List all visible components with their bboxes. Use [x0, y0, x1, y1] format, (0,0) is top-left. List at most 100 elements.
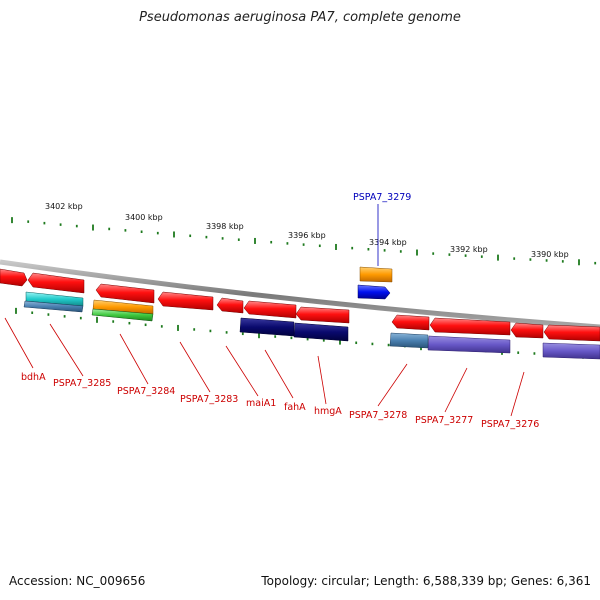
- minor-tick: [371, 342, 374, 346]
- minor-tick: [448, 253, 451, 256]
- major-tick: [173, 231, 175, 238]
- minor-tick: [108, 227, 111, 231]
- scale-label: 3392 kbp: [450, 245, 488, 254]
- minor-tick: [545, 259, 548, 262]
- gene-arrow: [216, 297, 244, 314]
- gene-box: [389, 332, 429, 349]
- minor-tick: [189, 234, 192, 238]
- gene-labels: PSPA7_3279 bdhA PSPA7_3285 PSPA7_3284 PS…: [21, 192, 539, 430]
- scale-label: 3398 kbp: [206, 222, 244, 231]
- major-tick: [258, 332, 260, 339]
- minor-tick: [480, 255, 483, 258]
- leader-line: [4, 317, 34, 369]
- minor-tick: [561, 260, 564, 263]
- minor-tick: [59, 223, 62, 226]
- scale-label: 3396 kbp: [288, 231, 326, 240]
- leader-line: [377, 363, 408, 407]
- minor-tick: [286, 242, 289, 245]
- scale-label: 3402 kbp: [45, 202, 83, 211]
- minor-tick: [517, 351, 520, 354]
- minor-tick: [241, 332, 244, 336]
- gene-box: [427, 335, 511, 354]
- minor-tick: [205, 235, 208, 239]
- minor-tick: [529, 258, 532, 261]
- map-title: Pseudomonas aeruginosa PA7, complete gen…: [139, 10, 461, 25]
- minor-tick: [594, 261, 597, 265]
- gene-track-1: [0, 268, 600, 342]
- minor-tick: [144, 323, 147, 327]
- major-tick: [497, 254, 499, 261]
- minor-tick: [31, 311, 34, 314]
- gene-label-faha: fahA: [284, 402, 306, 413]
- minor-tick: [270, 240, 273, 244]
- leader-line: [510, 371, 525, 417]
- gene-arrow: [543, 324, 600, 342]
- gene-label-pspa7-3277: PSPA7_3277: [415, 415, 473, 426]
- minor-tick: [47, 313, 50, 316]
- gene-box: [91, 308, 154, 322]
- minor-tick: [367, 247, 370, 251]
- gene-label-pspa7-3283: PSPA7_3283: [180, 394, 238, 405]
- minor-tick: [112, 320, 115, 323]
- gene-arrow: [0, 268, 28, 287]
- genome-summary-text: Topology: circular; Length: 6,588,339 bp…: [261, 574, 591, 588]
- leader-line: [119, 333, 149, 385]
- major-tick: [416, 249, 418, 256]
- minor-tick: [209, 329, 212, 333]
- gene-box: [23, 300, 84, 313]
- gene-label-hmga: hmgA: [314, 406, 342, 417]
- minor-tick: [355, 341, 358, 345]
- minor-tick: [156, 231, 159, 235]
- gene-arrow: [95, 283, 155, 304]
- leader-line: [225, 345, 259, 397]
- minor-tick: [160, 325, 163, 328]
- gene-arrow: [243, 300, 297, 319]
- major-tick: [335, 243, 337, 250]
- minor-tick: [513, 257, 516, 260]
- gene-arrow: [429, 317, 511, 336]
- minor-tick: [318, 244, 321, 248]
- leader-line: [264, 349, 294, 399]
- minor-tick: [290, 336, 293, 340]
- gene-label-pspa7-3276: PSPA7_3276: [481, 419, 539, 430]
- gene-label-pspa7-3284: PSPA7_3284: [117, 386, 175, 397]
- minor-tick: [351, 246, 354, 250]
- minor-tick: [43, 221, 46, 225]
- minor-tick: [225, 331, 228, 334]
- gene-track-outer: [357, 266, 393, 300]
- gene-box: [359, 266, 393, 283]
- scale-labels: 3402 kbp 3400 kbp 3398 kbp 3396 kbp 3394…: [45, 202, 569, 259]
- minor-tick: [274, 335, 277, 338]
- scale-label: 3390 kbp: [531, 250, 569, 259]
- gene-arrow: [295, 306, 350, 324]
- gene-arrow: [27, 272, 85, 294]
- gene-track-2: [23, 291, 600, 360]
- leader-line: [444, 367, 468, 413]
- gene-label-pspa7-3285: PSPA7_3285: [53, 378, 111, 389]
- gene-arrow: [510, 322, 544, 339]
- gene-label-maia1: maiA1: [246, 398, 276, 409]
- leader-line: [49, 323, 84, 377]
- leader-line: [179, 341, 211, 393]
- major-tick: [339, 338, 341, 345]
- minor-tick: [75, 224, 78, 228]
- major-tick: [578, 259, 580, 266]
- gene-label-pspa7-3278: PSPA7_3278: [349, 410, 407, 421]
- leader-lines: [4, 204, 525, 417]
- minor-tick: [302, 243, 305, 246]
- gene-arrow: [157, 291, 214, 311]
- minor-tick: [193, 328, 196, 331]
- minor-tick: [306, 337, 309, 341]
- minor-tick: [63, 315, 66, 318]
- gene-arrow: [391, 314, 430, 331]
- major-tick: [11, 217, 13, 224]
- minor-tick: [79, 316, 82, 320]
- accession-text: Accession: NC_009656: [9, 574, 146, 588]
- gene-box: [293, 322, 349, 342]
- minor-tick: [221, 237, 224, 240]
- minor-tick: [237, 238, 240, 241]
- major-tick: [15, 307, 17, 314]
- minor-tick: [128, 321, 131, 325]
- minor-tick: [387, 343, 390, 347]
- minor-tick: [399, 250, 402, 253]
